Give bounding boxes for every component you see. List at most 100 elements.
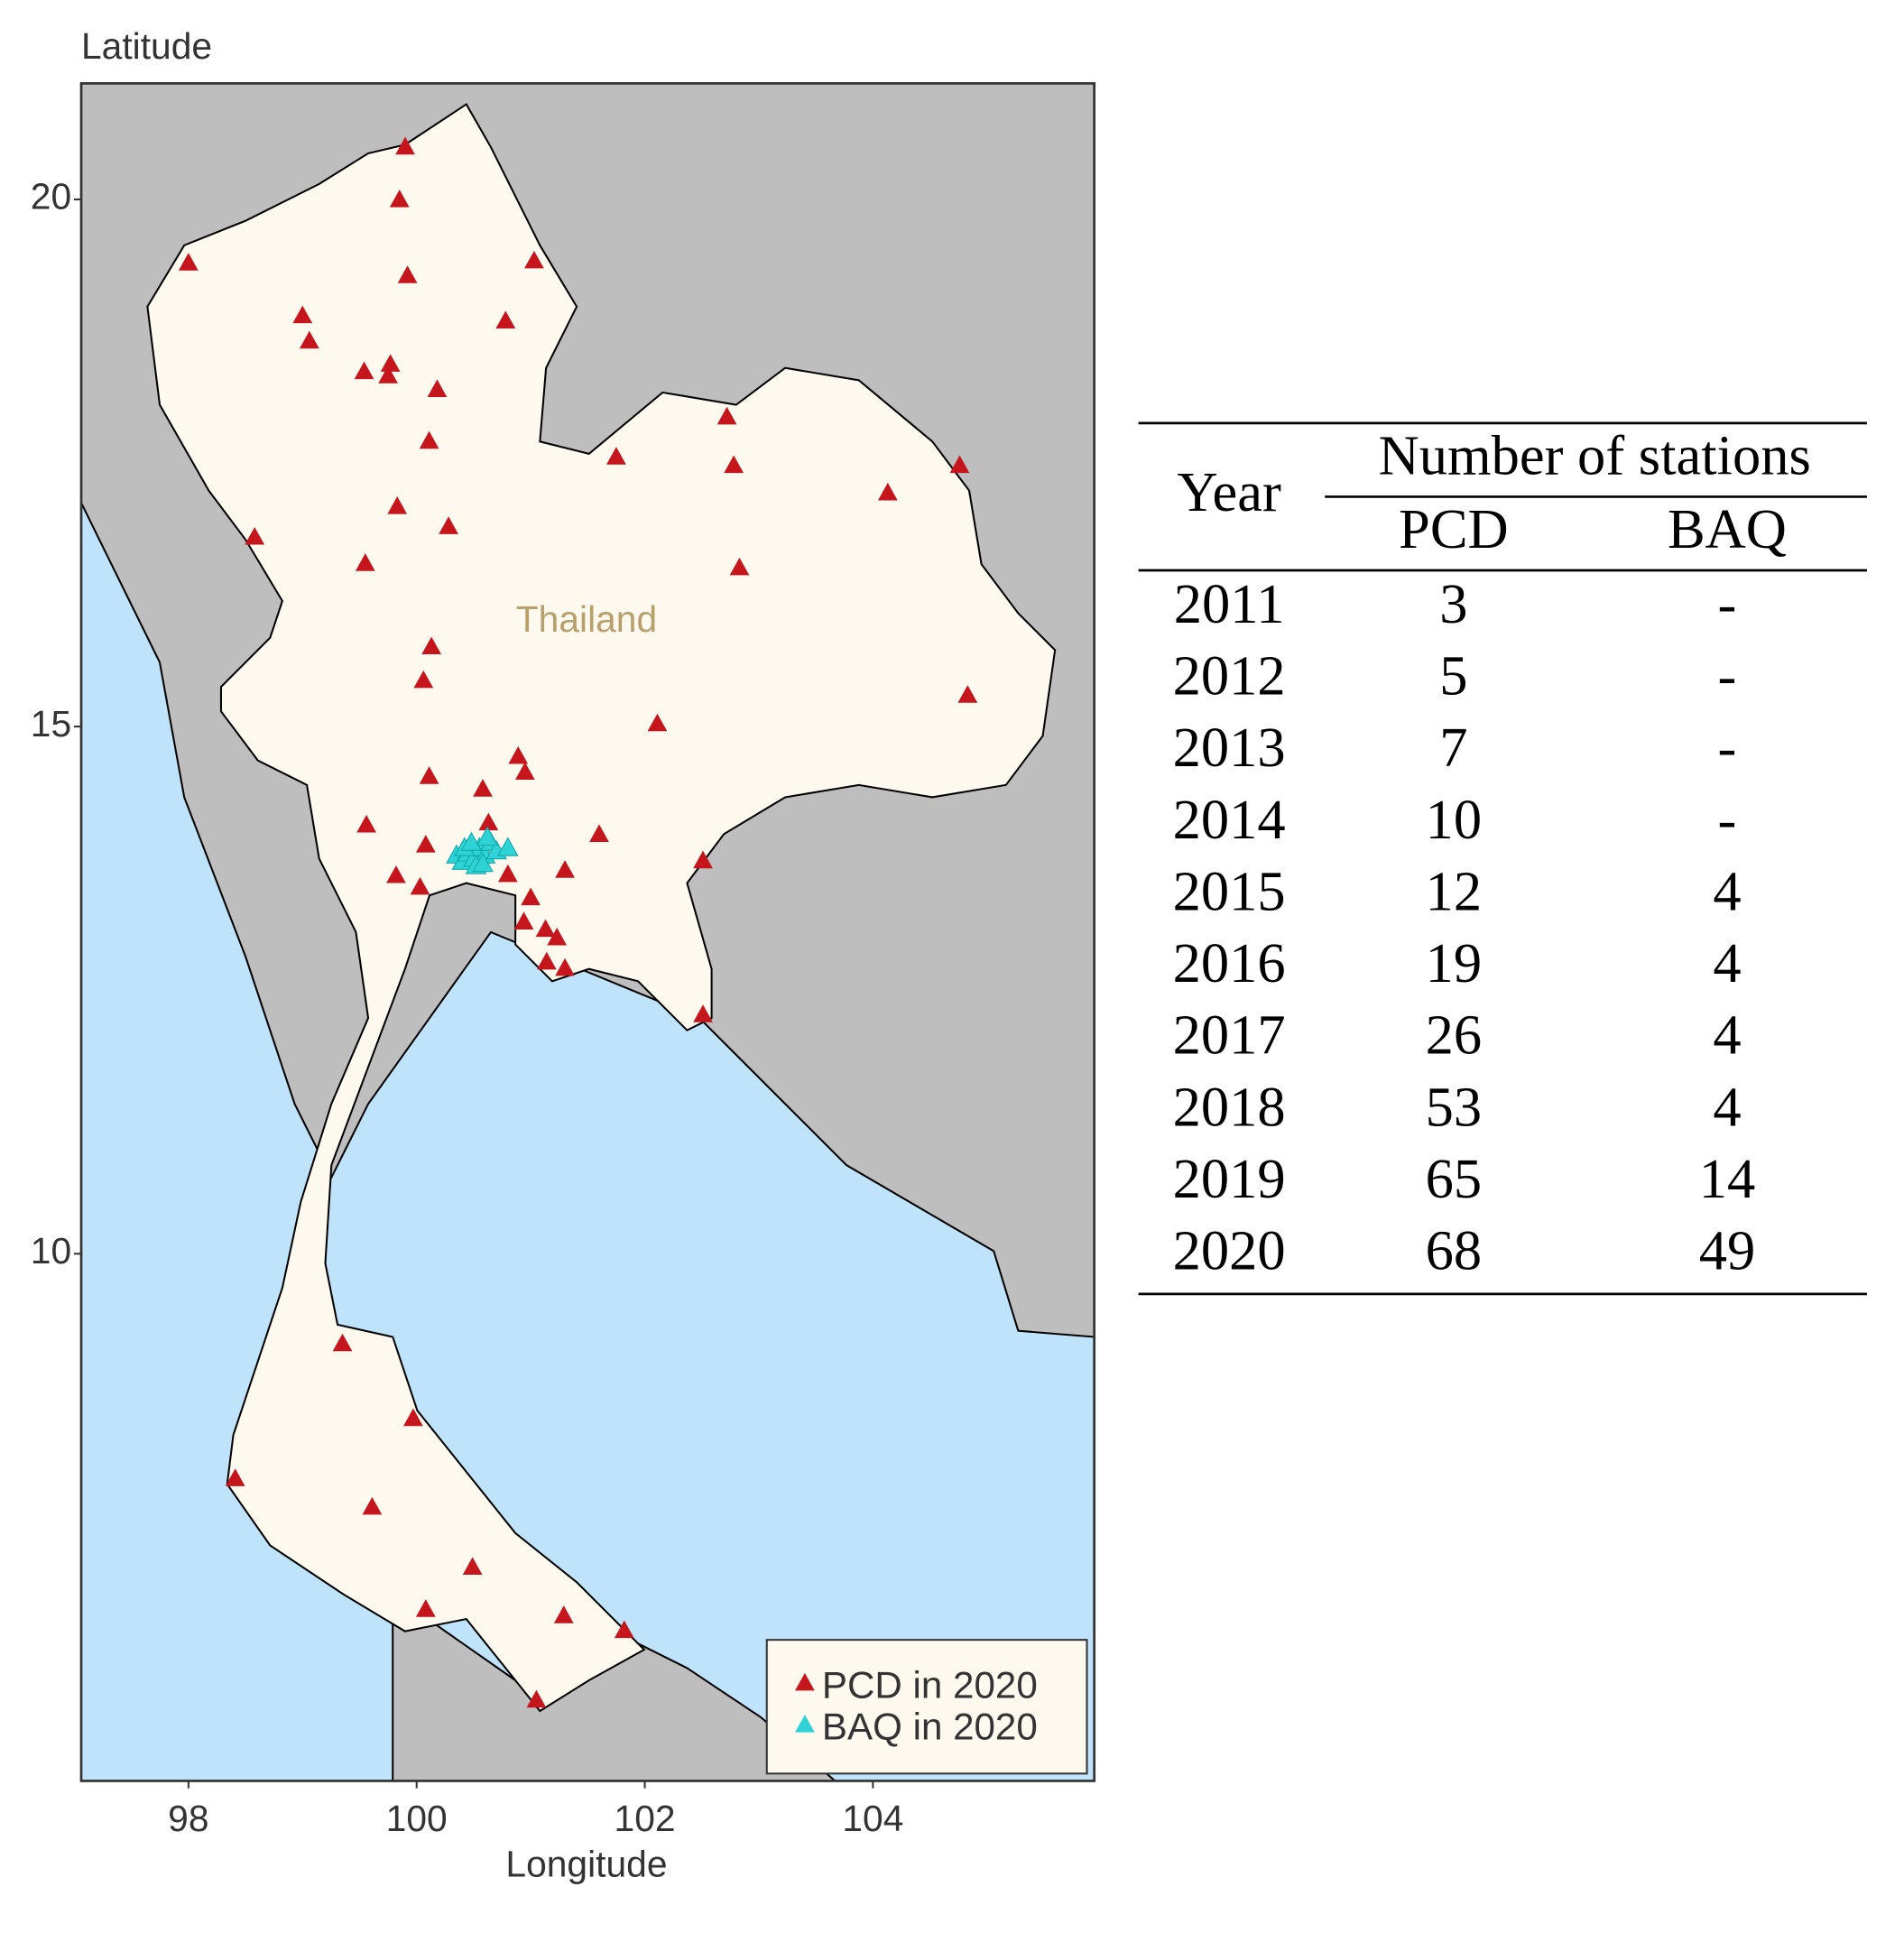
table-cell: 19 [1426,931,1483,994]
table-cell: 65 [1426,1147,1483,1210]
station-marker [395,136,415,155]
table-cell: 4 [1713,1075,1741,1138]
table-cell: 10 [1426,788,1483,851]
table-cell: 2018 [1173,1075,1286,1138]
station-marker [536,951,557,970]
table-cell: 2014 [1173,788,1286,851]
station-marker [413,670,434,689]
station-marker [439,516,458,534]
table-cell: 2016 [1173,931,1286,994]
station-marker [553,1605,574,1623]
station-marker [245,526,265,545]
table-cell: - [1718,643,1737,707]
station-marker [225,1468,245,1486]
y-tick-label: 15 [31,703,71,745]
table-cell: 2013 [1173,716,1286,779]
station-marker [508,745,529,764]
station-marker [419,766,439,784]
station-marker [497,864,518,883]
station-marker [427,379,448,397]
table-cell: 4 [1713,859,1741,922]
table-header: Year [1178,460,1281,523]
station-marker [462,1557,483,1575]
station-marker [472,853,494,873]
table-cell: - [1718,572,1737,635]
x-tick-label: 100 [386,1798,448,1839]
station-marker [473,779,493,797]
legend-box [765,1639,1088,1775]
table-cell: 2011 [1174,572,1285,635]
station-marker [495,310,516,328]
y-tick-label: 20 [31,176,71,217]
station-marker [524,250,544,269]
table: Year Number of stations PCD BAQ 2011 3 - 20… [1138,421,1867,1296]
station-marker [724,455,744,474]
station-marker [292,305,313,324]
legend-marker [795,1715,815,1733]
table-header: PCD [1399,497,1509,560]
table-header: BAQ [1668,497,1787,560]
station-marker [410,876,430,895]
station-marker [299,330,319,349]
station-marker [178,253,199,271]
station-marker [555,860,575,878]
station-marker [378,365,398,384]
y-tick-label: 10 [31,1230,71,1272]
table-cell: 26 [1426,1003,1483,1067]
table-cell: 2012 [1173,643,1286,707]
country-label: Thailand [516,598,657,640]
station-marker [478,812,499,831]
table-cell: 5 [1439,643,1467,707]
station-marker [614,1620,634,1639]
station-marker [362,1496,383,1515]
station-marker [421,636,442,655]
table-cell: 2019 [1173,1147,1286,1210]
table-cell: 68 [1426,1219,1483,1282]
station-marker [354,361,374,380]
y-axis-label: Latitude [81,25,212,67]
x-tick-label: 98 [168,1798,208,1839]
legend-marker [795,1672,815,1691]
station-marker [476,826,498,846]
station-marker [949,455,970,474]
stations [178,136,978,1708]
station-marker [356,814,376,833]
station-marker [716,406,737,425]
table-cell: 2020 [1173,1219,1286,1282]
station-marker [729,557,750,576]
station-marker [389,190,410,208]
station-marker [693,850,713,869]
station-marker [460,831,483,851]
station-marker [415,835,436,853]
station-marker [497,837,519,856]
station-marker [606,447,626,465]
station-marker [555,957,575,976]
station-marker [386,865,406,883]
station-marker [513,911,534,930]
station-marker [355,553,375,571]
table-cell: 53 [1426,1075,1483,1138]
legend-label: BAQ in 2020 [822,1706,1038,1748]
legend-label: PCD in 2020 [822,1663,1038,1706]
station-marker [693,1004,713,1022]
table-cell: 3 [1439,572,1467,635]
table-cell: 4 [1713,931,1741,994]
station-marker [387,496,408,514]
table-cell: 49 [1699,1219,1756,1282]
station-marker [647,713,668,732]
station-marker [415,1599,436,1617]
table-header: Number of stations [1379,423,1811,486]
map-frame [79,82,1096,1782]
station-marker [397,265,418,283]
station-marker [877,482,898,501]
x-tick-label: 102 [615,1798,676,1839]
station-marker [514,762,535,781]
station-marker [957,685,978,703]
table-cell: 4 [1713,1003,1741,1067]
station-marker [332,1333,353,1352]
map-area [81,83,1095,1781]
station-marker [521,887,541,906]
